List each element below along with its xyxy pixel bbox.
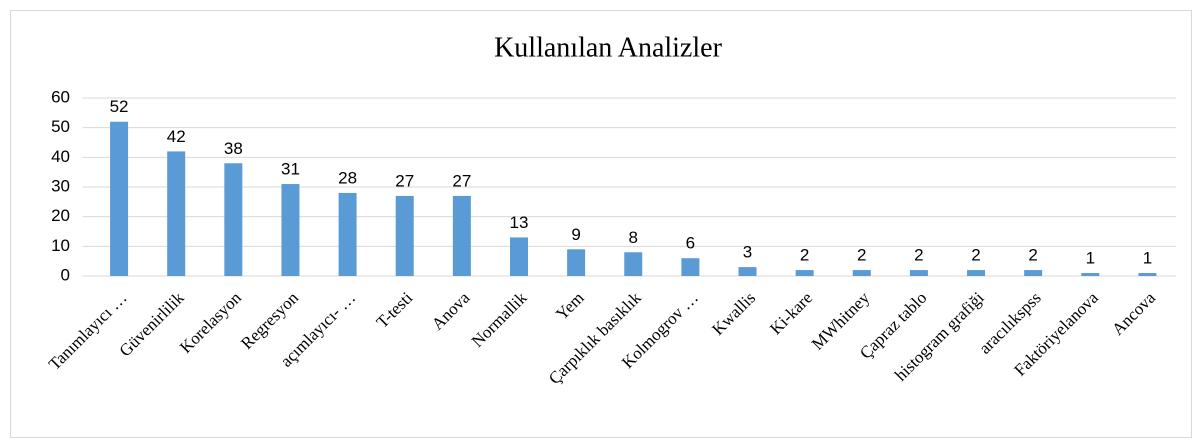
bar	[338, 192, 357, 276]
data-label: 13	[510, 213, 529, 232]
data-label: 42	[167, 127, 186, 146]
data-label: 2	[1028, 246, 1037, 265]
data-label: 2	[914, 246, 923, 265]
bar	[509, 237, 528, 276]
y-tick-label: 0	[61, 265, 70, 284]
bar	[167, 151, 186, 276]
chart-frame	[10, 10, 1192, 438]
data-label: 9	[571, 225, 580, 244]
chart-title: Kullanılan Analizler	[494, 32, 722, 63]
bar	[624, 252, 643, 276]
bar	[1138, 273, 1157, 276]
data-label: 27	[452, 171, 471, 190]
y-tick-label: 40	[51, 147, 70, 166]
bar	[567, 249, 586, 276]
bar	[909, 270, 928, 276]
y-tick-label: 10	[51, 236, 70, 255]
data-label: 31	[281, 160, 300, 179]
bar	[395, 195, 414, 276]
data-label: 8	[629, 228, 638, 247]
data-label: 6	[686, 234, 695, 253]
data-label: 2	[800, 246, 809, 265]
y-tick-label: 30	[51, 176, 70, 195]
y-tick-label: 60	[51, 87, 70, 106]
bar	[452, 195, 471, 276]
data-label: 52	[110, 97, 129, 116]
y-tick-label: 20	[51, 206, 70, 225]
data-label: 2	[971, 246, 980, 265]
data-label: 27	[395, 171, 414, 190]
bar	[681, 258, 700, 276]
bar	[967, 270, 986, 276]
bar	[110, 121, 129, 276]
bar	[1081, 273, 1100, 276]
data-label: 3	[743, 243, 752, 262]
data-label: 38	[224, 139, 243, 158]
bar	[1024, 270, 1043, 276]
bar	[281, 184, 300, 276]
bar	[738, 267, 757, 276]
data-label: 2	[857, 246, 866, 265]
bar	[224, 163, 243, 276]
data-label: 28	[338, 168, 357, 187]
data-label: 1	[1086, 249, 1095, 268]
y-tick-label: 50	[51, 117, 70, 136]
data-label: 1	[1143, 249, 1152, 268]
bar	[795, 270, 814, 276]
bar	[852, 270, 871, 276]
